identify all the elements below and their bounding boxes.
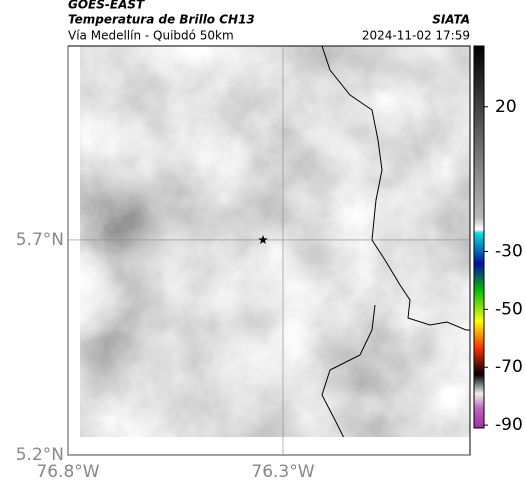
timestamp: 2024-11-02 17:59 — [362, 29, 470, 43]
agency: SIATA — [432, 13, 470, 27]
lat-tick-label: 5.2°N — [16, 445, 64, 465]
product: Temperatura de Brillo CH13 — [68, 13, 255, 27]
region: Vía Medellín - Quibdó 50km — [68, 29, 234, 43]
lat-tick-label: 5.7°N — [16, 230, 64, 250]
colorbar-tick-label: -50 — [495, 299, 523, 319]
location-marker — [258, 235, 268, 244]
lon-tick-label: 76.3°W — [251, 462, 314, 482]
colorbar-tick-label: -90 — [495, 415, 523, 435]
colorbar-tick-label: -30 — [495, 241, 523, 261]
satellite-image — [80, 46, 470, 437]
borders — [321, 46, 470, 437]
colorbar — [473, 45, 485, 429]
source: GOES-EAST — [68, 0, 145, 12]
colorbar-tick-label: -70 — [495, 357, 523, 377]
colorbar-tick-label: 20 — [495, 97, 517, 117]
lon-tick-label: 76.8°W — [36, 462, 99, 482]
